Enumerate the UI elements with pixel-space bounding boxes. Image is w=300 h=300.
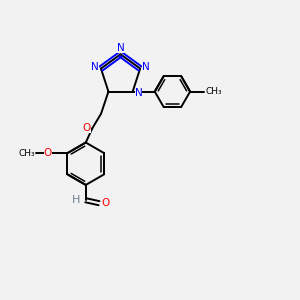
Text: N: N [117, 43, 124, 53]
Text: O: O [44, 148, 52, 158]
Text: CH₃: CH₃ [206, 87, 222, 96]
Text: N: N [135, 88, 142, 98]
Text: N: N [91, 62, 99, 72]
Text: H: H [71, 195, 80, 205]
Text: N: N [142, 62, 150, 72]
Text: O: O [101, 198, 110, 208]
Text: O: O [83, 123, 91, 134]
Text: CH₃: CH₃ [19, 148, 35, 158]
